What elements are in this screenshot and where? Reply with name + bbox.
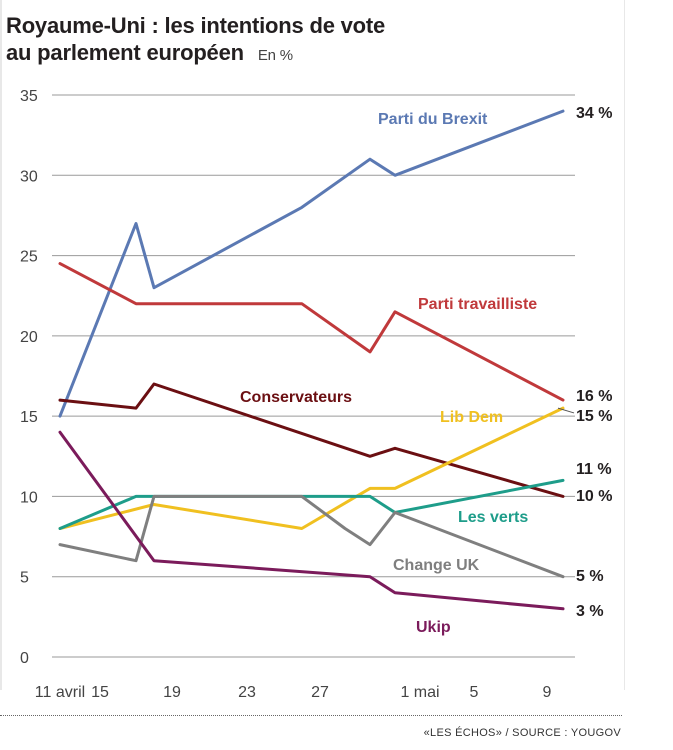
x-tick-label: 23 xyxy=(238,684,256,701)
chart-title: Royaume-Uni : les intentions de vote au … xyxy=(6,12,385,69)
x-tick-label: 15 xyxy=(91,684,109,701)
unit-label: En % xyxy=(257,47,293,64)
series-end-value-label: 15 % xyxy=(576,408,612,425)
series-line xyxy=(58,406,565,530)
series-name-label: Change UK xyxy=(393,557,480,574)
x-tick-label: 5 xyxy=(470,684,479,701)
y-tick-label: 10 xyxy=(20,489,38,506)
series-name-label: Lib Dem xyxy=(440,409,503,426)
y-tick-label: 35 xyxy=(20,88,38,105)
y-tick-label: 20 xyxy=(20,329,38,346)
series-end-value-label: 3 % xyxy=(576,603,604,620)
series-name-label: Ukip xyxy=(416,619,451,636)
series-end-value-label: 5 % xyxy=(576,568,604,585)
y-tick-label: 5 xyxy=(20,570,29,587)
x-tick-label: 1 mai xyxy=(400,684,439,701)
series-line xyxy=(58,109,565,418)
x-tick-label: 9 xyxy=(543,684,552,701)
series-line xyxy=(58,382,565,498)
x-tick-label: 27 xyxy=(311,684,329,701)
series-name-label: Conservateurs xyxy=(240,389,352,406)
series-end-value-label: 11 % xyxy=(576,461,612,478)
series-end-value-label: 16 % xyxy=(576,388,612,405)
line-chart: 0 5 10 15 20 25 30 35 11 avril 15 19 23 27 1 mai 5 9 Par… xyxy=(20,88,612,701)
series-line xyxy=(58,430,565,611)
y-tick-label: 15 xyxy=(20,409,38,426)
lib-dem-leader-line xyxy=(557,407,575,414)
footer-divider xyxy=(0,715,622,716)
y-tick-label: 0 xyxy=(20,650,29,667)
title-line-2: au parlement européen En % xyxy=(6,39,385,69)
y-tick-label: 30 xyxy=(20,168,38,185)
series-line xyxy=(58,494,565,579)
series-name-label: Les verts xyxy=(458,509,528,526)
right-border xyxy=(624,0,625,690)
source-credit: «LES ÉCHOS» / SOURCE : YOUGOV xyxy=(423,727,621,739)
x-tick-label: 19 xyxy=(163,684,181,701)
series-line xyxy=(58,262,565,402)
title-line-1: Royaume-Uni : les intentions de vote xyxy=(6,13,386,38)
series-name-label: Parti du Brexit xyxy=(378,111,488,128)
series-end-value-label: 10 % xyxy=(576,488,612,505)
title-line-2-text: au parlement européen xyxy=(6,40,244,65)
series-name-label: Parti travailliste xyxy=(418,296,537,313)
series-end-value-label: 34 % xyxy=(576,105,612,122)
series-line xyxy=(58,478,565,530)
x-tick-label: 11 avril xyxy=(35,684,85,701)
y-tick-label: 25 xyxy=(20,249,38,266)
left-border xyxy=(0,0,2,690)
